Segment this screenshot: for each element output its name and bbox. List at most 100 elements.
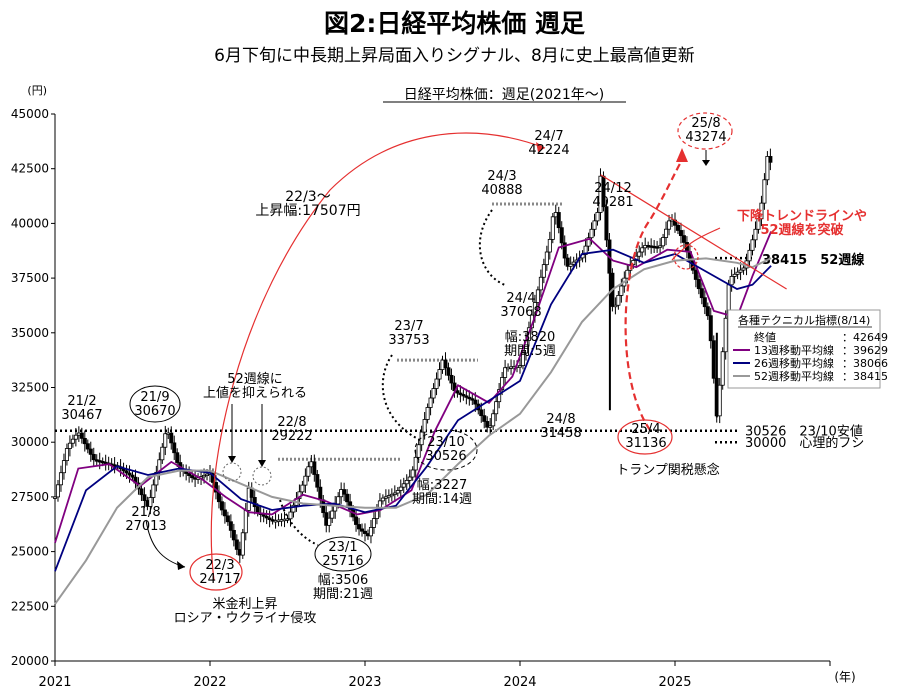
width-2310-line0: 幅:3227 (417, 478, 467, 493)
price-bar (255, 506, 260, 514)
price-bar (401, 483, 406, 488)
width-2301-line0: 幅:3506 (318, 573, 368, 588)
sma-resist-label-line1: 上値を抑えられる (203, 385, 307, 401)
price-bar (395, 490, 400, 494)
legend-name-0: 終値 (754, 330, 776, 344)
label-2404-line0: 24/4 (506, 291, 535, 306)
price-bar (544, 251, 549, 266)
price-bar (70, 438, 75, 444)
price-bar (130, 474, 135, 478)
y-tick-label-25000: 25000 (11, 545, 49, 559)
price-bar (64, 448, 69, 462)
price-bar (91, 453, 96, 461)
arrow-sma-1-head (228, 456, 236, 463)
price-bar (667, 220, 672, 230)
circle-2504 (617, 419, 673, 455)
label-2403-line0: 24/3 (487, 169, 516, 184)
label-2407-line0: 24/7 (534, 129, 563, 144)
price-bar (637, 251, 642, 257)
price-bar (583, 245, 588, 255)
price-bar (541, 264, 546, 278)
label-2102-line0: 21/2 (67, 394, 96, 409)
rise-label-line1: 上昇幅:17507円 (255, 203, 360, 219)
price-bar (658, 245, 663, 248)
hline-30526-label: 30526 23/10安値 (745, 424, 863, 440)
price-bar (446, 367, 451, 376)
price-bar (735, 271, 740, 275)
price-bar (467, 396, 472, 400)
legend-name-1: 13週移動平均線 (754, 343, 834, 357)
price-bar (422, 419, 427, 433)
price-bar (753, 228, 758, 241)
price-bar (518, 365, 523, 368)
label-2310-line0: 23/10 (427, 435, 464, 450)
price-bar (696, 279, 701, 290)
price-bar (768, 156, 773, 163)
price-bar (693, 269, 698, 280)
price-bar (321, 499, 326, 514)
label-2404-line1: 37068 (500, 305, 541, 320)
sma52-line (54, 257, 772, 605)
price-bar (437, 369, 442, 380)
price-bar (619, 285, 624, 296)
price-bar (386, 495, 391, 498)
price-bar (717, 384, 722, 417)
price-bar (443, 359, 448, 369)
break-label-line0: 下降トレンドラインや (737, 208, 867, 224)
price-bar (464, 395, 469, 398)
price-bar (288, 511, 293, 520)
price-bar (592, 220, 597, 230)
price-bar (482, 415, 487, 422)
price-bar (169, 432, 174, 444)
break-circle (673, 244, 699, 270)
width-2301-line1: 期間:21週 (313, 587, 373, 602)
label-2412-line0: 24/12 (594, 181, 631, 196)
price-bar (88, 448, 93, 455)
price-bar (160, 446, 165, 461)
price-bar (568, 263, 573, 267)
price-bar (520, 352, 525, 367)
label-2203-line0: 22/3 (205, 558, 234, 573)
y-tick-label-20000: 20000 (11, 654, 49, 668)
label-2301-line0: 23/1 (328, 540, 357, 555)
sma13-line (54, 231, 772, 544)
price-bar (300, 484, 305, 493)
price-bar (306, 466, 311, 477)
cause-label-line1: ロシア・ウクライナ侵攻 (174, 610, 317, 626)
price-bar (500, 377, 505, 390)
price-bar (231, 529, 236, 541)
price-bar (738, 269, 743, 273)
sma-resist-label-line0: 52週線に (227, 371, 283, 387)
price-bar (139, 488, 144, 496)
price-bar (213, 482, 218, 493)
price-bar (729, 276, 734, 286)
label-2407-line1: 42224 (528, 143, 569, 158)
price-bar (383, 496, 388, 499)
price-bar (586, 237, 591, 247)
y-tick-label-22500: 22500 (11, 599, 49, 613)
label-2310-line1: 30526 (425, 449, 466, 464)
price-bar (142, 494, 147, 501)
y-tick-label-40000: 40000 (11, 216, 49, 230)
price-bar (219, 501, 224, 511)
price-bar (732, 273, 737, 277)
y-tick-label-30000: 30000 (11, 435, 49, 449)
legend-title: 各種テクニカル指標(8/14) (738, 313, 870, 327)
price-bar (455, 390, 460, 394)
price-bar (678, 230, 683, 237)
price-bar (79, 432, 84, 439)
price-bar (741, 267, 746, 271)
price-bar (345, 493, 350, 503)
circle-sma-1 (222, 462, 242, 482)
rise-label-line0: 22/3〜 (285, 189, 330, 205)
price-bar (550, 216, 555, 240)
price-bar (205, 473, 210, 476)
price-bar (392, 492, 397, 495)
y-tick-label-37500: 37500 (11, 271, 49, 285)
price-bar (631, 260, 636, 266)
price-bar (330, 510, 335, 519)
price-bar (202, 474, 207, 478)
label-2307-line1: 33753 (388, 333, 429, 348)
price-bar (124, 470, 129, 474)
